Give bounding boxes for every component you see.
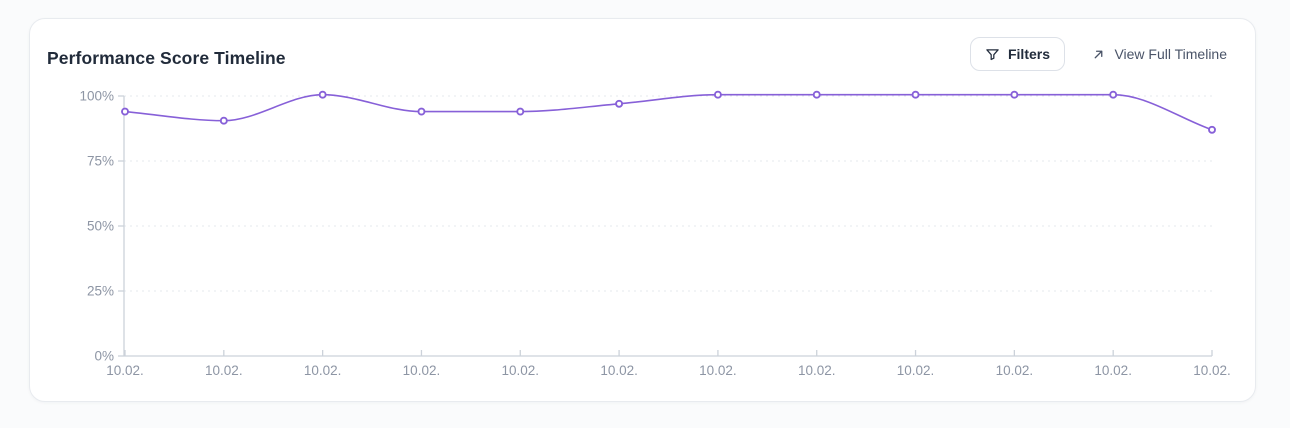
timeline-line-chart: 0% 25% 50% 75% 100% 10.02. 10.02. 10.02. 10.02. 1… xyxy=(30,19,1257,403)
x-tick-label: 10.02. xyxy=(205,363,243,378)
x-tick-label: 10.02. xyxy=(798,363,836,378)
data-point-marker xyxy=(516,107,525,116)
y-tick-label: 25% xyxy=(87,284,114,299)
data-point-marker xyxy=(417,107,426,116)
filters-button[interactable]: Filters xyxy=(969,37,1065,71)
x-tick-label: 10.02. xyxy=(304,363,342,378)
view-full-timeline-link[interactable]: View Full Timeline xyxy=(1092,44,1227,64)
data-point-marker xyxy=(713,90,722,99)
axes xyxy=(118,95,1213,357)
data-point-marker xyxy=(219,116,228,125)
data-point-marker xyxy=(615,99,624,108)
x-tick-label: 10.02. xyxy=(403,363,441,378)
data-point-marker xyxy=(1208,125,1216,134)
x-tick-label: 10.02. xyxy=(897,363,935,378)
data-point-marker xyxy=(1010,90,1019,99)
x-tick-label: 10.02. xyxy=(501,363,539,378)
x-tick-label: 10.02. xyxy=(1193,363,1231,378)
data-point-marker xyxy=(1109,90,1118,99)
x-tick-label: 10.02. xyxy=(600,363,638,378)
y-tick-label: 100% xyxy=(79,89,114,104)
view-full-timeline-label: View Full Timeline xyxy=(1114,46,1227,62)
chart-canvas: 0%25%50%75%100%10.02. 10.02. 10.02. 10.02. 1… xyxy=(79,89,1231,379)
x-tick-label: 10.02. xyxy=(1094,363,1132,378)
arrow-up-right-icon xyxy=(1092,48,1105,61)
x-axis-labels: 10.02. 10.02. 10.02. 10.02. 10.02. 10.02. 10.0… xyxy=(106,363,1231,378)
gridlines xyxy=(124,95,1213,292)
y-tick-label: 50% xyxy=(87,219,114,234)
x-tick-label: 10.02. xyxy=(106,363,144,378)
data-point-markers xyxy=(121,90,1216,134)
data-point-marker xyxy=(911,90,920,99)
data-point-marker xyxy=(812,90,821,99)
y-axis-labels: 0% 25% 50% 75% 100% xyxy=(79,89,114,364)
x-tick-label: 10.02. xyxy=(699,363,737,378)
data-point-marker xyxy=(121,107,129,116)
data-point-marker xyxy=(318,90,327,99)
y-tick-label: 0% xyxy=(94,349,114,364)
y-tick-label: 75% xyxy=(87,154,114,169)
card-title: Performance Score Timeline xyxy=(47,48,286,68)
x-tick-label: 10.02. xyxy=(996,363,1034,378)
funnel-icon xyxy=(985,47,1000,62)
performance-timeline-card: 0% 25% 50% 75% 100% 10.02. 10.02. 10.02. 10.02. 1… xyxy=(29,18,1256,402)
filters-button-label: Filters xyxy=(1007,46,1050,62)
series-line xyxy=(124,93,1213,131)
